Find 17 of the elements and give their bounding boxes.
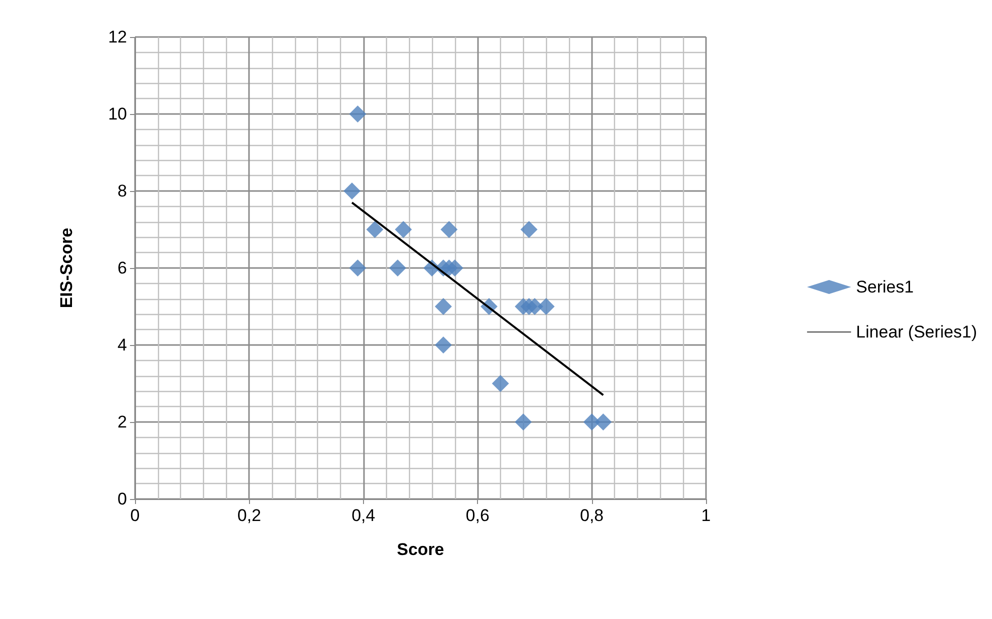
y-tick-label: 10 <box>108 104 127 124</box>
x-tick-label: 0,6 <box>466 506 490 525</box>
x-tick-label: 0,2 <box>237 506 262 525</box>
x-tick-label: 0,4 <box>352 506 376 525</box>
y-tick-label: 4 <box>118 336 127 354</box>
legend-label: Series1 <box>856 278 914 296</box>
y-axis-title: EIS-Score <box>57 228 76 308</box>
x-tick-label: 0,8 <box>580 506 604 525</box>
y-tick-label: 0 <box>118 490 127 508</box>
x-axis-title: Score <box>396 540 444 559</box>
y-tick-label: 6 <box>118 258 127 278</box>
x-tick-label: 0 <box>130 506 140 525</box>
y-tick-label: 8 <box>118 182 127 200</box>
y-tick-label: 2 <box>118 412 127 432</box>
y-tick-label: 12 <box>108 28 127 46</box>
legend-label: Linear (Series1) <box>856 322 978 342</box>
x-tick-label: 1 <box>701 506 711 525</box>
